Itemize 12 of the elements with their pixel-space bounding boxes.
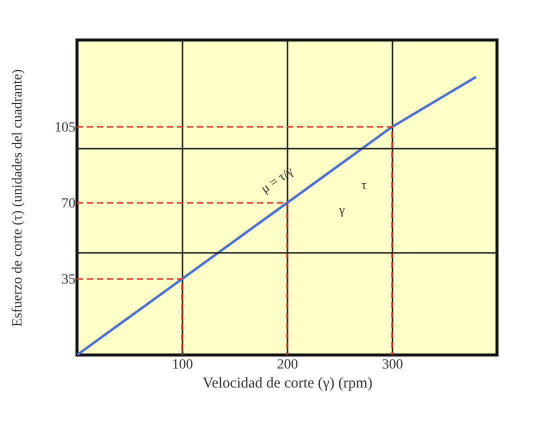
annotation: μ = τ/γ [258, 163, 296, 196]
x-tick-label: 300 [382, 358, 403, 372]
x-tick-label: 200 [277, 358, 298, 372]
annotation: γ [338, 202, 346, 217]
x-axis-title: Velocidad de corte (γ) (rpm) [202, 376, 372, 392]
y-tick-label: 35 [62, 272, 76, 288]
y-tick-label: 70 [62, 196, 76, 212]
annotation: τ [361, 177, 367, 192]
y-axis-title: Esfuerzo de corte (τ) (unidades del cuadrante) [10, 68, 26, 327]
x-tick-label: 100 [172, 358, 193, 372]
y-tick-label: 105 [54, 120, 76, 136]
line-series [77, 76, 478, 355]
